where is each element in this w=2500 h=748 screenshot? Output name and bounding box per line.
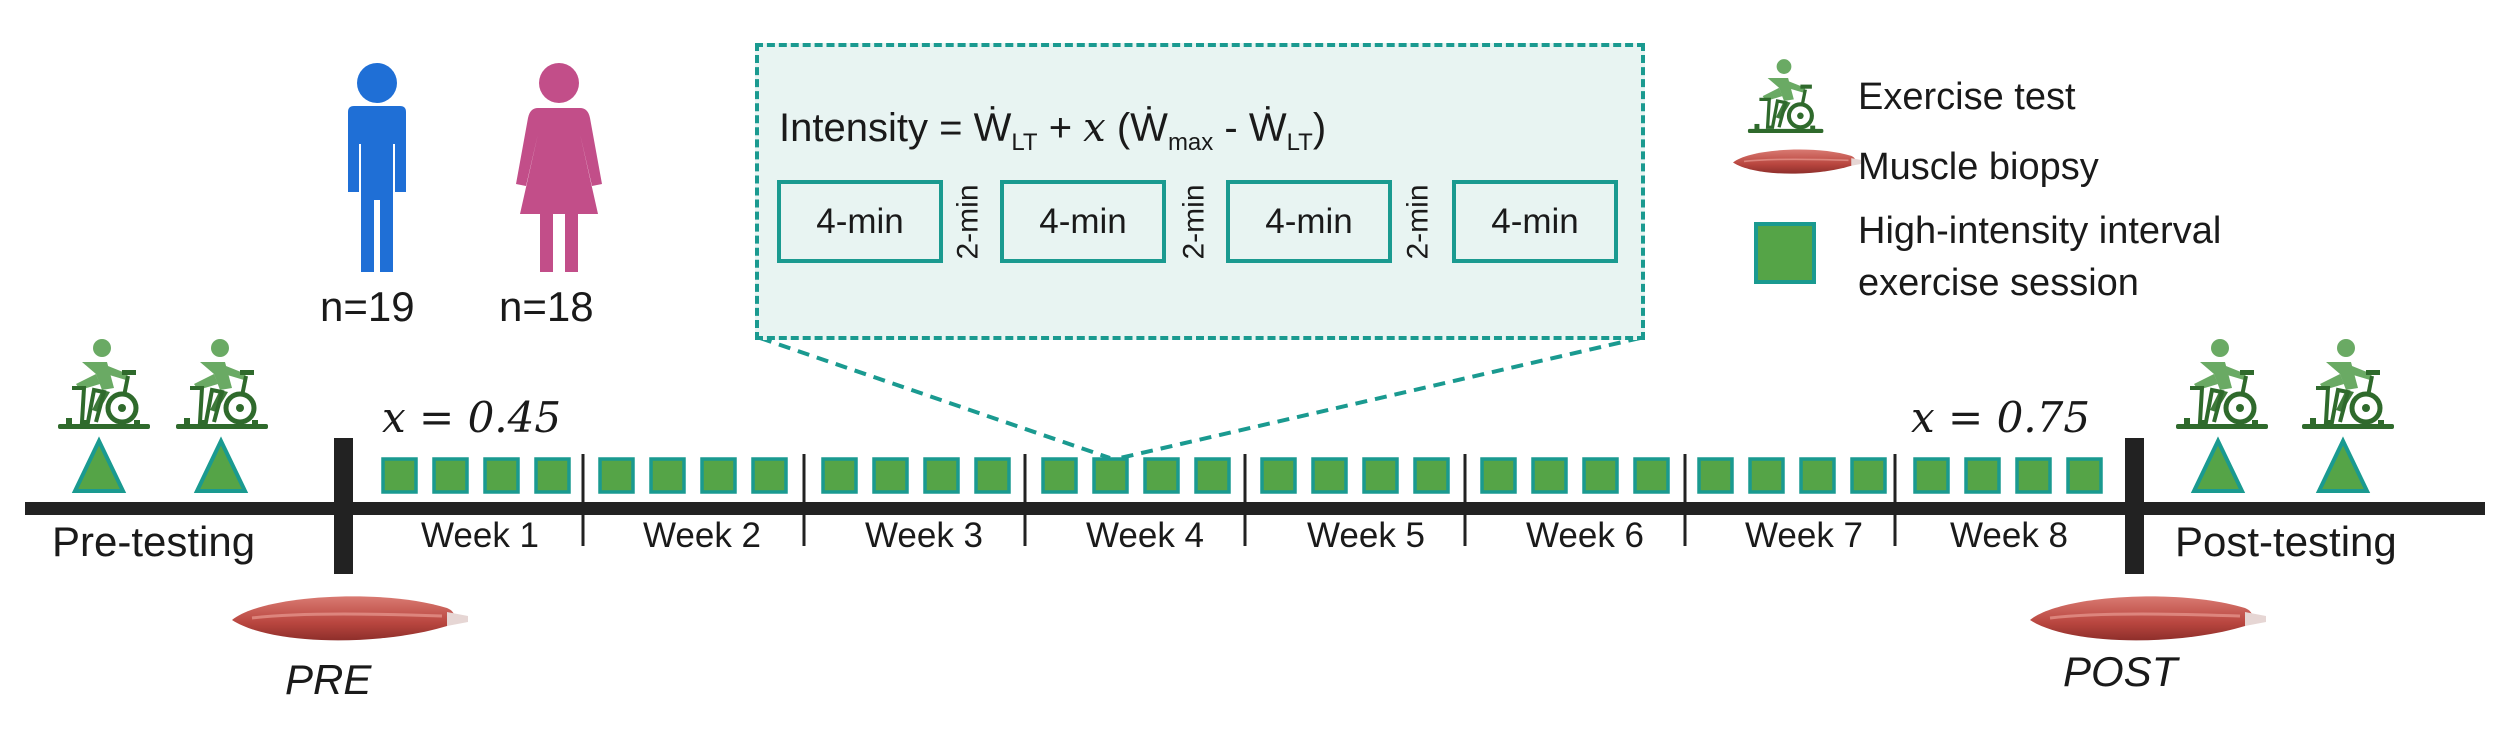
formula-minus: - Ẇ (1224, 106, 1287, 150)
session-square (1194, 457, 1231, 494)
pre-test-markers (71, 436, 249, 493)
muscle-biopsy-post-icon (2028, 594, 2268, 642)
session-square (483, 457, 520, 494)
session-square (923, 457, 960, 494)
legend-hiit-square (1754, 222, 1816, 284)
work-bout-4: 4-min (1452, 180, 1618, 263)
formula-x: 𝑥 (1083, 105, 1106, 151)
work-bout-3: 4-min (1226, 180, 1392, 263)
post-test-triangle-2 (2315, 436, 2371, 493)
pre-divider (334, 438, 353, 574)
post-test-markers (2190, 436, 2371, 493)
week-label-8: Week 8 (1949, 516, 2069, 555)
session-square (1480, 457, 1517, 494)
work-bout-2: 4-min (1000, 180, 1166, 263)
pre-biopsy-label: PRE (285, 656, 372, 703)
session-square (1697, 457, 1734, 494)
session-square (2066, 457, 2103, 494)
session-square (872, 457, 909, 494)
week-label-6: Week 6 (1525, 516, 1645, 555)
legend-hiit-label-line1: High-intensity interval (1858, 210, 2222, 252)
formula-close: ) (1312, 106, 1327, 150)
session-square (1041, 457, 1078, 494)
formula-plus: + (1048, 106, 1073, 150)
session-square (1531, 457, 1568, 494)
session-square (1850, 457, 1887, 494)
session-square (1260, 457, 1297, 494)
session-square (1964, 457, 2001, 494)
x-start-label: 𝑥 = 0.45 (382, 393, 561, 442)
session-square (1362, 457, 1399, 494)
pre-test-triangle-2 (193, 436, 249, 493)
legend-exercise-test-label: Exercise test (1858, 76, 2076, 118)
session-square (2015, 457, 2052, 494)
session-square (1913, 457, 1950, 494)
x-end-value: 𝑥 = 0.75 (1911, 393, 2091, 442)
session-square (1799, 457, 1836, 494)
formula-sub-lt: LT (1011, 129, 1038, 156)
session-square (974, 457, 1011, 494)
pre-test-triangle-1 (71, 436, 127, 493)
session-square (1413, 457, 1450, 494)
formula-sub-lt2: LT (1286, 129, 1313, 156)
formula-w-lt: Ẇ (973, 106, 1012, 150)
session-square (1092, 457, 1129, 494)
x-start-value: 𝑥 = 0.45 (382, 393, 562, 442)
week-label-5: Week 5 (1306, 516, 1426, 555)
formula-prefix: Intensity = (779, 106, 963, 150)
week-label-3: Week 3 (864, 516, 984, 555)
legend-muscle-biopsy-label: Muscle biopsy (1858, 146, 2099, 188)
post-divider (2125, 438, 2144, 574)
female-count-label: n=18 (499, 283, 594, 330)
week-label-1: Week 1 (420, 516, 540, 555)
x-end-label: 𝑥 = 0.75 (1911, 393, 2090, 442)
exercise-test-icon-post-2 (2302, 339, 2394, 429)
post-testing-label: Post-testing (2175, 518, 2397, 565)
muscle-biopsy-pre-icon (230, 594, 470, 642)
session-square (700, 457, 737, 494)
session-square (534, 457, 571, 494)
legend-exercise-test-icon (1748, 59, 1823, 133)
session-square (1748, 457, 1785, 494)
hiit-sessions (381, 457, 2103, 494)
formula-open: (Ẇ (1116, 106, 1168, 150)
formula-sub-max: max (1167, 129, 1214, 156)
session-square (649, 457, 686, 494)
session-square (432, 457, 469, 494)
rest-period-1: 2-min (946, 178, 990, 266)
week-separators (581, 454, 1897, 546)
session-square (1311, 457, 1348, 494)
female-figure-icon (516, 63, 602, 272)
session-square (751, 457, 788, 494)
rest-period-2: 2-min (1172, 178, 1216, 266)
week-label-4: Week 4 (1085, 516, 1205, 555)
rest-period-3: 2-min (1396, 178, 1440, 266)
inset-connector-left (759, 336, 1111, 460)
work-bout-1: 4-min (777, 180, 943, 263)
male-figure-icon (348, 63, 406, 272)
exercise-test-icon-pre-1 (58, 339, 150, 429)
session-square (1143, 457, 1180, 494)
session-square (381, 457, 418, 494)
inset-connector-right (1119, 336, 1641, 460)
exercise-test-icon-post-1 (2176, 339, 2268, 429)
rest-period-1-label: 2-min (951, 184, 985, 260)
legend-hiit-label-line2: exercise session (1858, 262, 2139, 304)
exercise-test-icon-pre-2 (176, 339, 268, 429)
rest-period-2-label: 2-min (1177, 184, 1211, 260)
week-label-7: Week 7 (1744, 516, 1864, 555)
timeline-axis (25, 502, 2485, 515)
intensity-formula: Intensity = ẆLT + 𝑥 (Ẇmax - ẆLT) (779, 105, 1326, 157)
session-square (598, 457, 635, 494)
rest-period-3-label: 2-min (1401, 184, 1435, 260)
week-label-2: Week 2 (642, 516, 762, 555)
post-test-triangle-1 (2190, 436, 2246, 493)
session-square (1633, 457, 1670, 494)
session-square (821, 457, 858, 494)
session-square (1582, 457, 1619, 494)
post-biopsy-label: POST (2063, 648, 2178, 695)
male-count-label: n=19 (320, 283, 415, 330)
legend-muscle-biopsy-icon (1732, 148, 1864, 175)
pre-testing-label: Pre-testing (52, 518, 256, 565)
